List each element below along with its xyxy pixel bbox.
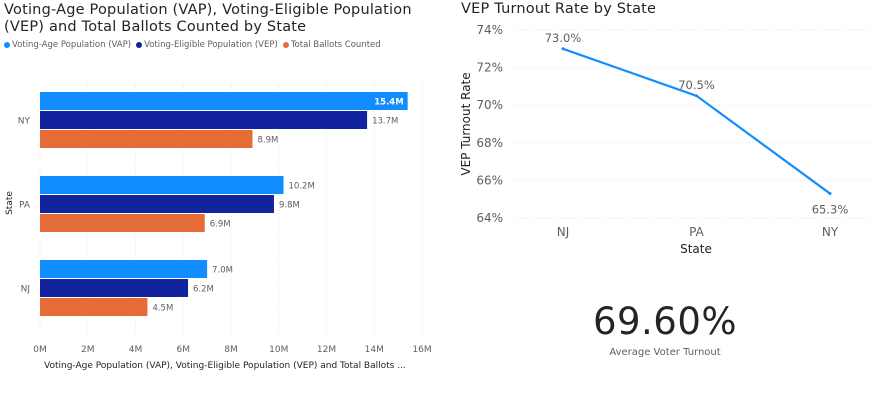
bar-chart-plot: 0M 2M 4M 6M 8M 10M 12M 14M 16M Voting-Age Populat…: [5, 84, 432, 371]
line-point-nj: [561, 47, 565, 51]
bar-nj-voting-age-population-vap: [40, 260, 208, 278]
x-tick-label: 16M: [412, 345, 431, 355]
data-label: 4.5M: [152, 304, 173, 314]
legend-item-ballots[interactable]: Total Ballots Counted: [282, 40, 381, 50]
legend-marker-vep: [136, 42, 143, 48]
x-tick-label: 10M: [269, 345, 288, 355]
y-tick-label: 68%: [476, 136, 503, 150]
legend-item-vap[interactable]: Voting-Age Population (VAP): [4, 40, 131, 50]
kpi-value: 69.60%: [592, 300, 738, 343]
data-label: 70.5%: [678, 78, 715, 92]
bar-nj-total-ballots-counted: [40, 298, 148, 316]
bar-pa-voting-age-population-vap: [40, 176, 284, 194]
data-label: 13.7M: [372, 117, 398, 127]
data-label: 8.9M: [257, 136, 278, 146]
y-axis-title: State: [5, 191, 15, 215]
line-series-vep-turnout: [562, 47, 831, 195]
legend-marker-vap: [4, 42, 10, 48]
x-tick-label: 12M: [317, 345, 336, 355]
kpi-label: Average Voter Turnout: [609, 347, 721, 358]
data-label: 15.4M: [374, 98, 403, 108]
line-chart-plot: 64% 66% 68% 70% 72% 74% NJ PA NY State VEP Turnout…: [459, 23, 875, 256]
y-tick-label: 74%: [476, 23, 503, 37]
y-tick-label-pa: PA: [19, 201, 31, 211]
y-tick-label-ny: NY: [18, 117, 31, 127]
x-tick-label: 2M: [81, 345, 95, 355]
bar-ny-voting-eligible-population-vep: [40, 111, 368, 129]
x-tick-label: 14M: [365, 345, 384, 355]
bar-ny-voting-age-population-vap: [40, 92, 408, 110]
bar-ny-total-ballots-counted: [40, 130, 253, 148]
bar-chart-legend: Voting-Age Population (VAP) Voting-Eligi…: [4, 40, 381, 50]
data-label: 6.2M: [193, 285, 214, 295]
kpi-card: 69.60% Average Voter Turnout: [560, 300, 770, 370]
data-label: 73.0%: [545, 31, 582, 45]
legend-label-ballots: Total Ballots Counted: [290, 40, 381, 50]
bar-chart-panel: Voting-Age Population (VAP), Voting-Elig…: [0, 0, 440, 405]
data-label: 10.2M: [289, 182, 315, 192]
line-chart-panel: VEP Turnout Rate by State 64% 66% 68% 70% 72…: [455, 0, 880, 262]
data-label: 65.3%: [812, 203, 849, 217]
bar-chart-title: Voting-Age Population (VAP), Voting-Elig…: [4, 2, 412, 35]
y-tick-label-nj: NJ: [21, 285, 30, 295]
bar-nj-voting-eligible-population-vep: [40, 279, 189, 297]
y-tick-label: 64%: [476, 211, 503, 225]
data-label: 7.0M: [212, 266, 233, 276]
x-axis-title: State: [680, 242, 712, 256]
x-tick-label: 8M: [224, 345, 238, 355]
x-tick-label-nj: NJ: [557, 225, 570, 239]
line-point-ny: [828, 192, 832, 196]
legend-marker-ballots: [282, 42, 289, 48]
line-point-pa: [695, 94, 698, 98]
legend-item-vep[interactable]: Voting-Eligible Population (VEP): [136, 40, 278, 50]
bar-pa-total-ballots-counted: [40, 214, 205, 232]
line-chart-title: VEP Turnout Rate by State: [461, 1, 657, 17]
y-tick-label: 70%: [476, 98, 503, 112]
x-tick-label: 4M: [129, 345, 143, 355]
y-tick-label: 66%: [476, 173, 503, 187]
legend-label-vep: Voting-Eligible Population (VEP): [144, 40, 278, 50]
x-tick-label-pa: PA: [689, 225, 704, 239]
x-tick-label-ny: NY: [822, 225, 839, 239]
x-axis-title: Voting-Age Population (VAP), Voting-Elig…: [44, 361, 406, 371]
y-tick-label: 72%: [476, 61, 503, 75]
data-label: 9.8M: [279, 201, 300, 211]
bar-pa-voting-eligible-population-vep: [40, 195, 274, 213]
x-tick-label: 0M: [33, 345, 47, 355]
y-axis-title: VEP Turnout Rate: [459, 72, 473, 175]
data-label: 6.9M: [210, 220, 231, 230]
x-tick-label: 6M: [177, 345, 191, 355]
legend-label-vap: Voting-Age Population (VAP): [12, 40, 132, 50]
